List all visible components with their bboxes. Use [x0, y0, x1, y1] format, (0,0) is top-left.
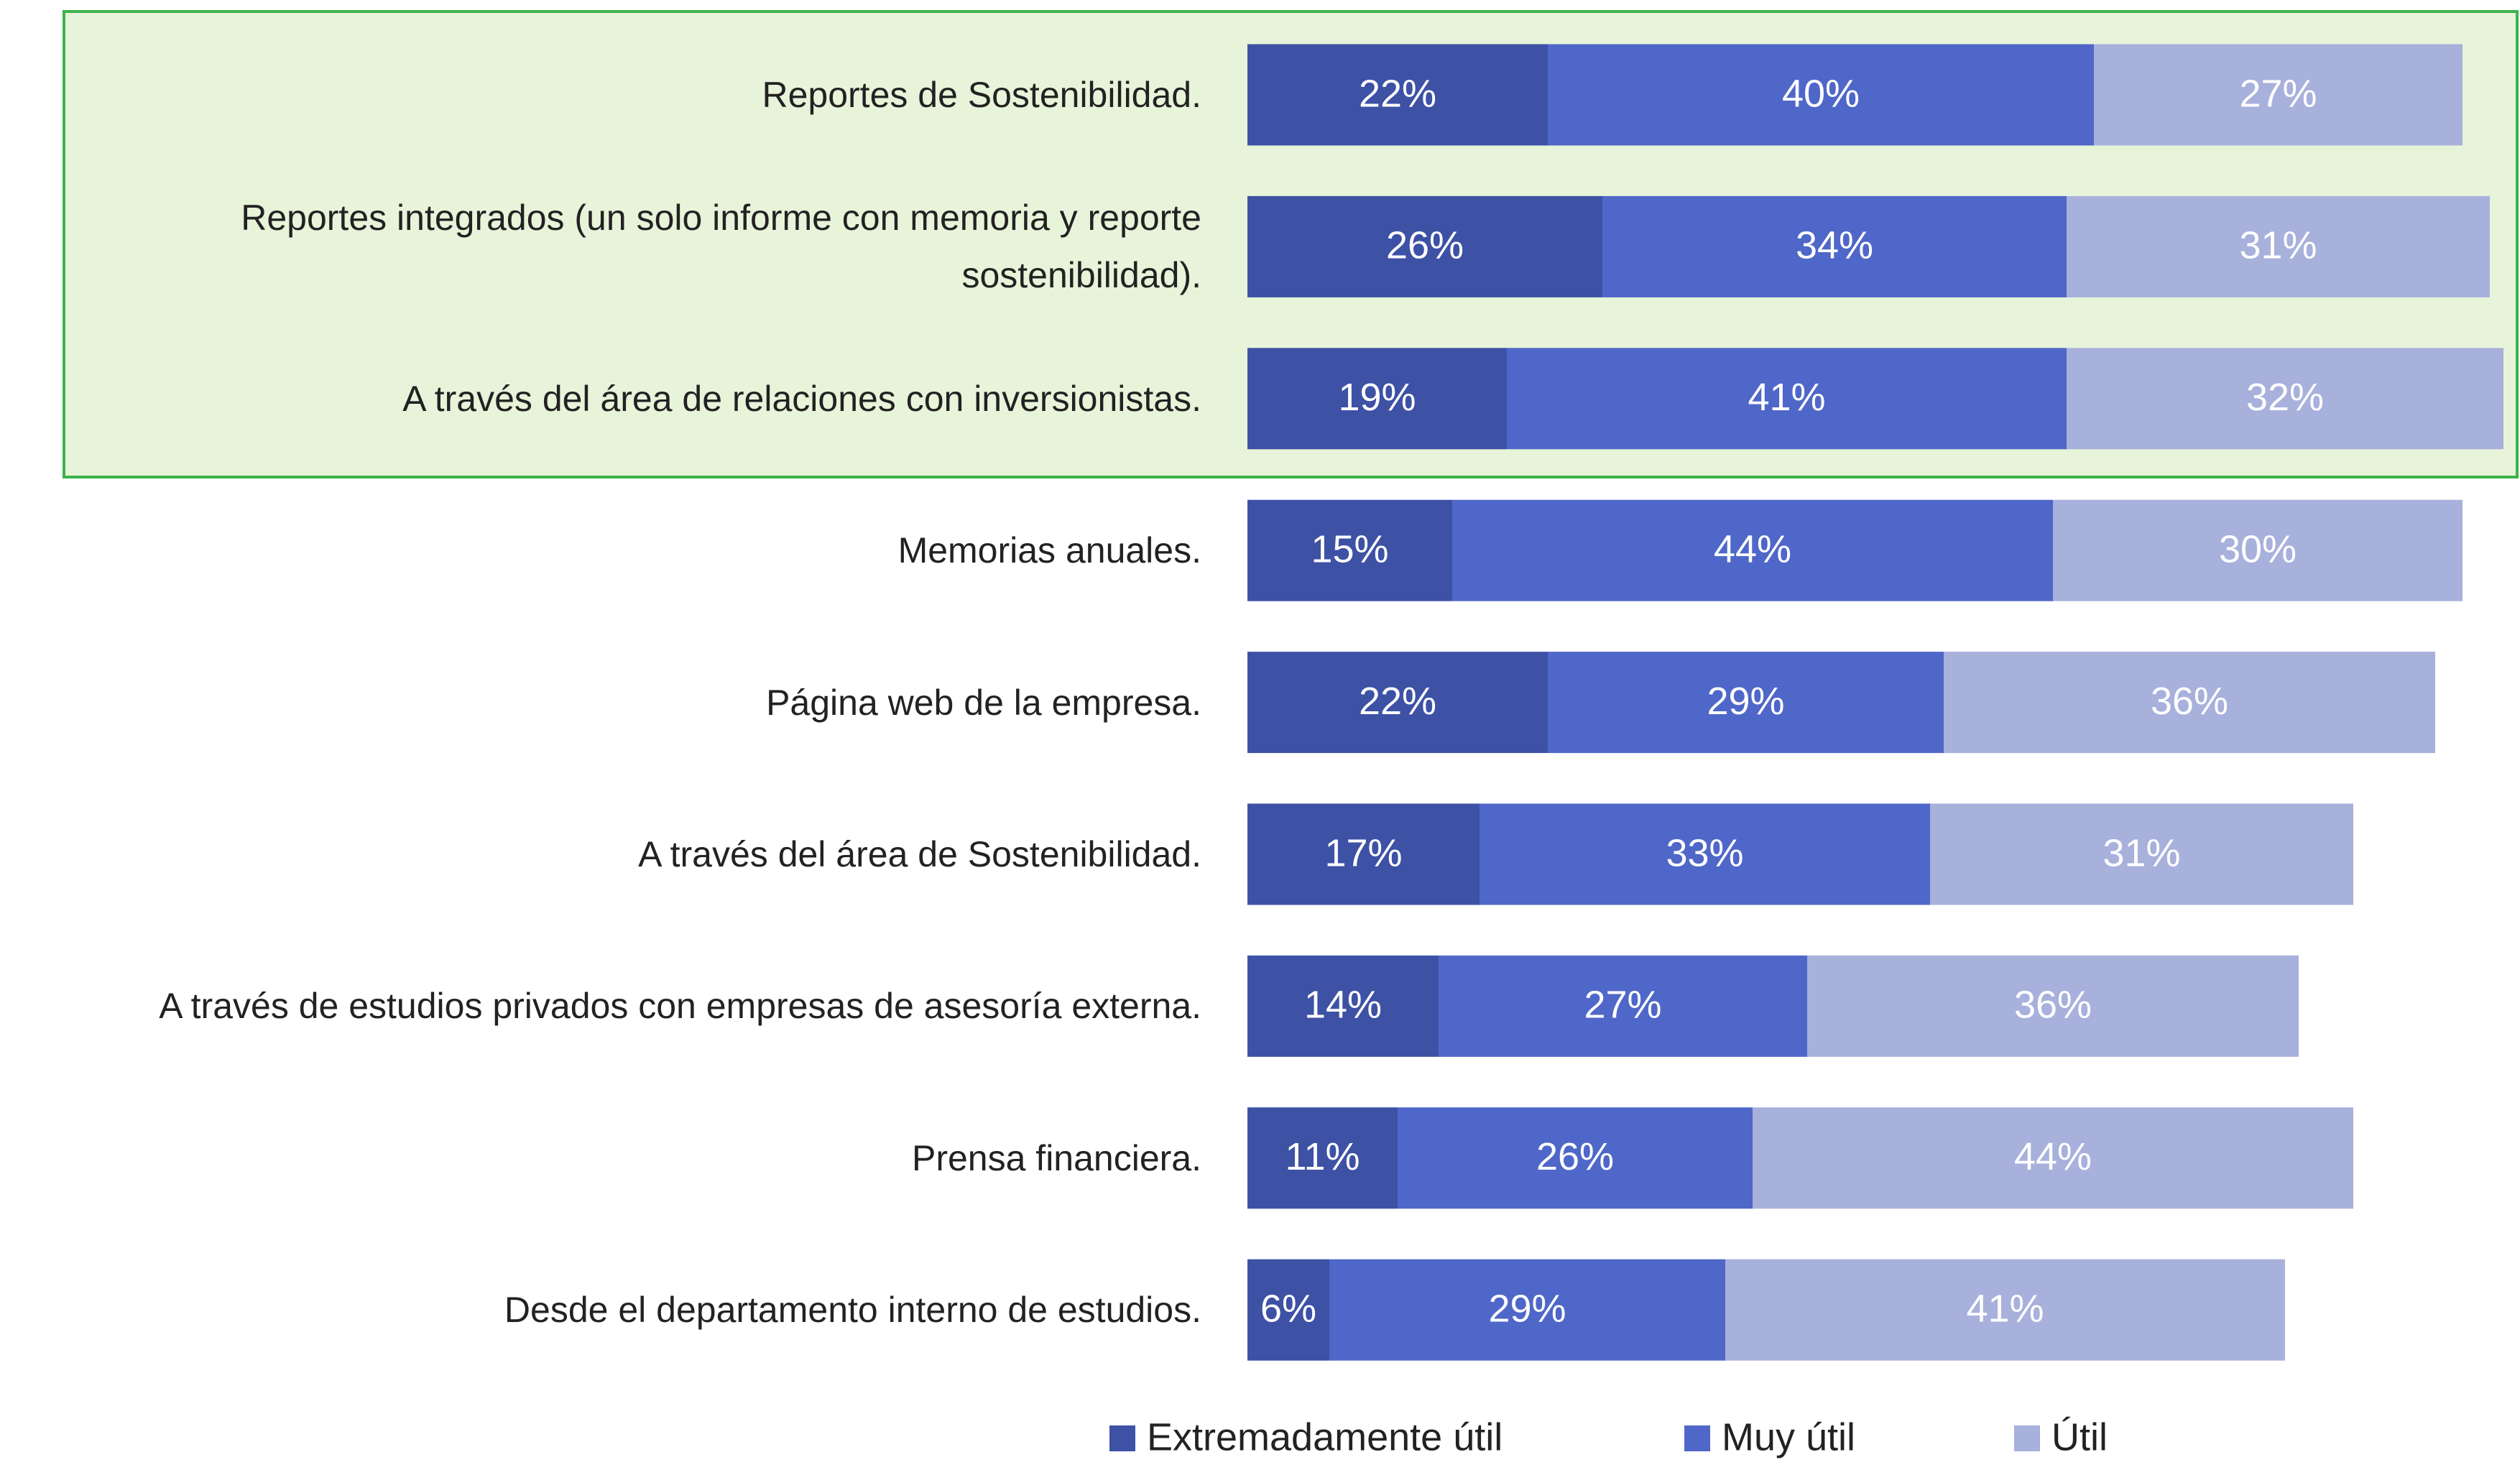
bar-segment — [1548, 652, 1944, 754]
bar-segment — [1807, 955, 2299, 1057]
category-label: Reportes de Sostenibilidad. — [762, 75, 1202, 115]
bar-segment — [1725, 1259, 2285, 1361]
value-label: 22% — [1359, 72, 1436, 115]
legend-swatch — [2014, 1425, 2040, 1451]
value-label: 19% — [1338, 376, 1416, 419]
category-label: Desde el departamento interno de estudio… — [504, 1290, 1201, 1331]
category-label: Prensa financiera. — [911, 1137, 1201, 1178]
legend-label: Muy útil — [1722, 1415, 1855, 1459]
bar-segment — [1247, 955, 1439, 1057]
value-label: 31% — [2103, 831, 2180, 874]
value-label: 26% — [1386, 224, 1464, 267]
bar-segment — [1480, 803, 1930, 905]
bar-segment — [1247, 44, 1548, 146]
category-label: Reportes integrados (un solo informe con… — [241, 198, 1201, 296]
value-label: 44% — [2014, 1135, 2092, 1178]
legend-swatch — [1109, 1425, 1135, 1451]
value-label: 30% — [2219, 527, 2297, 570]
legend-swatch — [1684, 1425, 1710, 1451]
value-label: 41% — [1966, 1287, 2044, 1330]
value-label: 33% — [1666, 831, 1743, 874]
value-label: 29% — [1707, 680, 1784, 723]
bar-segment — [2067, 348, 2503, 450]
bar-segment — [1247, 195, 1602, 297]
bar-segment — [1247, 1107, 1398, 1209]
value-label: 15% — [1311, 527, 1388, 570]
category-label: A través del área de relaciones con inve… — [402, 378, 1201, 419]
bar-segment — [1247, 1259, 1329, 1361]
bar-segment — [1247, 803, 1480, 905]
value-label: 44% — [1714, 527, 1791, 570]
value-label: 22% — [1359, 680, 1436, 723]
value-label: 14% — [1304, 984, 1382, 1027]
legend-label: Extremadamente útil — [1147, 1415, 1503, 1459]
bar-segment — [1548, 44, 2094, 146]
bar-segment — [1398, 1107, 1753, 1209]
value-label: 41% — [1748, 376, 1825, 419]
value-label: 36% — [2014, 984, 2092, 1027]
value-label: 36% — [2151, 680, 2228, 723]
category-label: A través de estudios privados con empres… — [159, 986, 1201, 1027]
bar-segment — [1753, 1107, 2353, 1209]
bar-segment — [1452, 499, 2053, 601]
bar-segment — [1439, 955, 1807, 1057]
value-label: 32% — [2246, 376, 2324, 419]
bar-segment — [1247, 499, 1452, 601]
value-label: 34% — [1796, 224, 1873, 267]
bar-segment — [1507, 348, 2067, 450]
bar-segment — [2094, 44, 2463, 146]
value-label: 27% — [1584, 984, 1661, 1027]
value-label: 27% — [2239, 72, 2317, 115]
bar-segment — [1944, 652, 2435, 754]
value-label: 29% — [1488, 1287, 1566, 1330]
value-label: 11% — [1285, 1135, 1360, 1178]
bar-segment — [1247, 348, 1507, 450]
bar-segment — [1602, 195, 2067, 297]
bar-segment — [2053, 499, 2463, 601]
value-label: 31% — [2239, 224, 2317, 267]
value-label: 17% — [1324, 831, 1402, 874]
legend-label: Útil — [2051, 1415, 2108, 1459]
bar-segment — [1329, 1259, 1725, 1361]
bar-segment — [2067, 195, 2490, 297]
value-label: 6% — [1260, 1287, 1316, 1330]
bar-segment — [1930, 803, 2353, 905]
category-label: Memorias anuales. — [897, 530, 1201, 571]
value-label: 40% — [1782, 72, 1860, 115]
category-label: A través del área de Sostenibilidad. — [638, 834, 1201, 874]
bar-segment — [1247, 652, 1548, 754]
category-label: Página web de la empresa. — [766, 682, 1201, 723]
value-label: 26% — [1536, 1135, 1614, 1178]
